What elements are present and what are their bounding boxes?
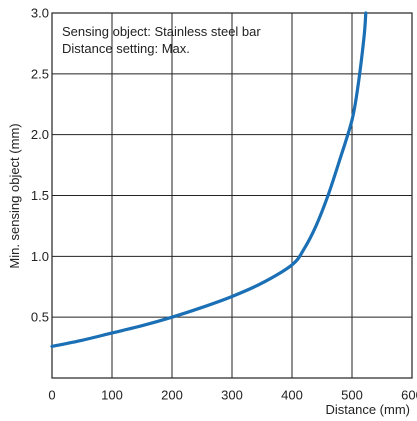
x-tick-label-5: 500	[341, 388, 363, 403]
x-tick-label-6: 600	[401, 388, 417, 403]
plot-frame	[51, 12, 413, 379]
y-tick-labels: 0.5 1.0 1.5 2.0 2.5 3.0	[31, 6, 49, 325]
annotation-sensing-object: Sensing object: Stainless steel bar	[62, 24, 261, 39]
series-group	[50, 11, 368, 348]
x-tick-labels: 0 100 200 300 400 500 600	[48, 388, 417, 403]
series-line-0	[50, 11, 368, 348]
y-tick-label-5: 3.0	[31, 6, 49, 21]
annotation-distance-setting: Distance setting: Max.	[62, 41, 190, 56]
y-tick-label-0: 0.5	[31, 310, 49, 325]
y-tick-label-1: 1.0	[31, 249, 49, 264]
annotations: Sensing object: Stainless steel bar Dist…	[62, 24, 261, 56]
x-axis-label: Distance (mm)	[325, 402, 410, 417]
x-tick-label-1: 100	[101, 388, 123, 403]
y-axis-label: Min. sensing object (mm)	[7, 123, 22, 268]
y-tick-label-4: 2.5	[31, 66, 49, 81]
y-tick-label-3: 2.0	[31, 127, 49, 142]
y-tick-label-2: 1.5	[31, 188, 49, 203]
x-tick-label-4: 400	[281, 388, 303, 403]
grid	[52, 13, 412, 378]
x-tick-label-2: 200	[161, 388, 183, 403]
x-tick-label-3: 300	[221, 388, 243, 403]
x-tick-label-0: 0	[48, 388, 55, 403]
